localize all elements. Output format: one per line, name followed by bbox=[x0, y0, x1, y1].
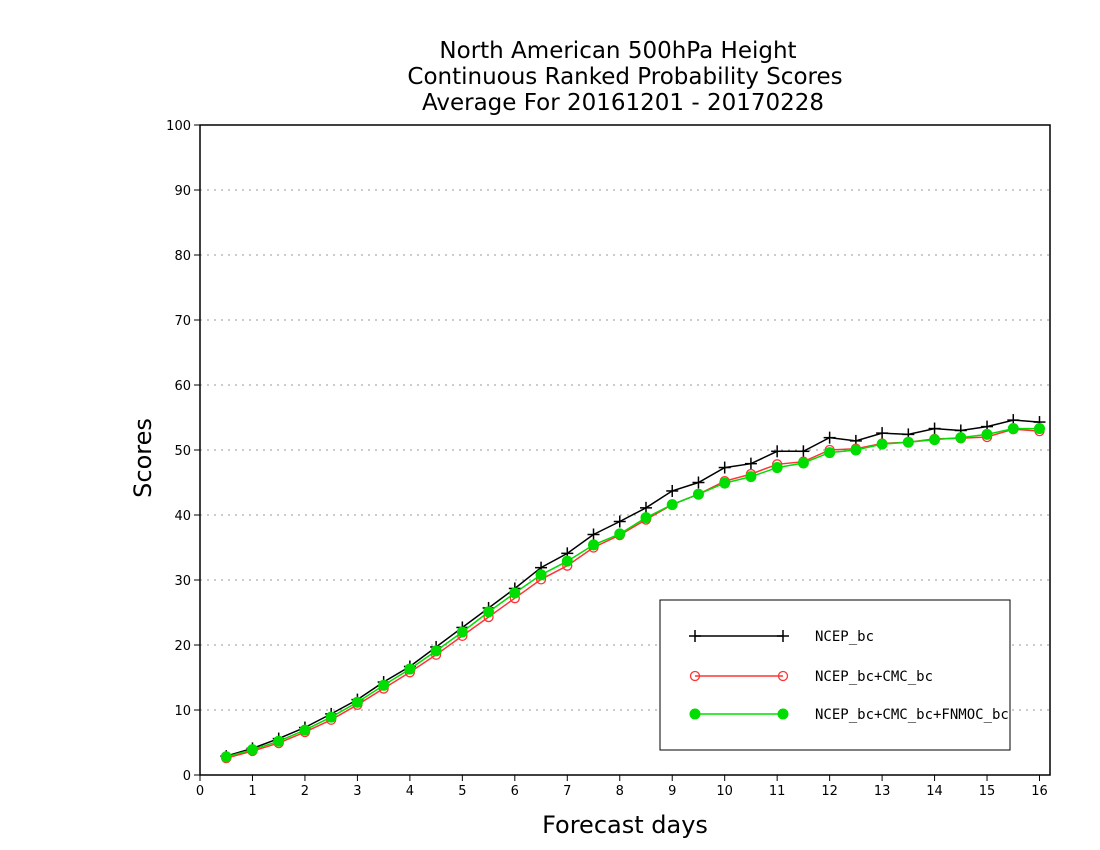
y-tick-label: 100 bbox=[166, 119, 191, 134]
data-point bbox=[430, 645, 442, 657]
data-point bbox=[351, 696, 363, 708]
y-tick-label: 40 bbox=[174, 509, 191, 524]
legend-box bbox=[659, 599, 1011, 751]
x-tick-label: 16 bbox=[1031, 784, 1048, 799]
data-point bbox=[483, 606, 495, 618]
data-point bbox=[1034, 423, 1046, 435]
data-point bbox=[692, 488, 704, 500]
data-point bbox=[797, 457, 809, 469]
chart-title-line-2: Continuous Ranked Probability Scores bbox=[407, 64, 842, 90]
data-point bbox=[719, 477, 731, 489]
x-tick-label: 1 bbox=[248, 784, 256, 799]
legend-marker-end bbox=[777, 670, 789, 682]
data-point bbox=[588, 539, 600, 551]
legend-marker-end bbox=[777, 708, 789, 720]
legend: NCEP_bc NCEP_bc+CMC_bc NCEP_bc+CMC_bc+FNMO… bbox=[659, 599, 1011, 751]
legend-marker-start bbox=[689, 670, 701, 682]
data-point bbox=[824, 447, 836, 459]
data-point bbox=[246, 744, 258, 756]
legend-entry-2: NCEP_bc+CMC_bc bbox=[689, 669, 933, 685]
data-point bbox=[928, 422, 941, 435]
legend-label: NCEP_bc bbox=[815, 629, 874, 645]
x-tick-label: 2 bbox=[301, 784, 309, 799]
data-point bbox=[929, 434, 941, 446]
data-point bbox=[220, 751, 232, 763]
data-point bbox=[273, 735, 285, 747]
data-point bbox=[509, 587, 521, 599]
x-tick-label: 13 bbox=[874, 784, 891, 799]
data-point bbox=[299, 724, 311, 736]
data-point bbox=[692, 476, 705, 489]
x-tick-label: 6 bbox=[511, 784, 519, 799]
data-point bbox=[823, 431, 836, 444]
x-tick-label: 0 bbox=[196, 784, 204, 799]
y-tick-label: 90 bbox=[174, 184, 191, 199]
series-3 bbox=[220, 423, 1046, 763]
legend-marker-end bbox=[777, 630, 789, 642]
data-point bbox=[587, 528, 600, 541]
data-point bbox=[797, 445, 810, 458]
data-point bbox=[614, 528, 626, 540]
x-tick-label: 8 bbox=[616, 784, 624, 799]
data-point bbox=[771, 445, 784, 458]
x-tick-label: 14 bbox=[926, 784, 943, 799]
data-point bbox=[535, 569, 547, 581]
y-tick-label: 70 bbox=[174, 314, 191, 329]
data-point bbox=[325, 711, 337, 723]
data-point bbox=[771, 462, 783, 474]
y-tick-label: 30 bbox=[174, 574, 191, 589]
y-axis-label: Scores bbox=[129, 418, 157, 498]
data-point bbox=[666, 484, 679, 497]
data-point bbox=[981, 428, 993, 440]
data-point bbox=[404, 663, 416, 675]
y-tick-label: 10 bbox=[174, 704, 191, 719]
data-point bbox=[876, 427, 889, 440]
data-point bbox=[613, 515, 626, 528]
x-tick-label: 12 bbox=[821, 784, 838, 799]
x-tick-label: 9 bbox=[668, 784, 676, 799]
x-tick-label: 4 bbox=[406, 784, 414, 799]
x-tick-label: 15 bbox=[979, 784, 996, 799]
x-tick-label: 7 bbox=[563, 784, 571, 799]
y-tick-label: 50 bbox=[174, 444, 191, 459]
y-tick-label: 0 bbox=[183, 769, 191, 784]
chart-title-line-1: North American 500hPa Height bbox=[439, 38, 796, 64]
legend-marker-start bbox=[689, 708, 701, 720]
data-point bbox=[718, 461, 731, 474]
data-point bbox=[745, 471, 757, 483]
data-point bbox=[876, 438, 888, 450]
data-point bbox=[639, 501, 652, 514]
data-point bbox=[1007, 423, 1019, 435]
x-tick-label: 11 bbox=[769, 784, 786, 799]
data-point bbox=[561, 555, 573, 567]
data-point bbox=[744, 457, 757, 470]
legend-marker-start bbox=[689, 630, 701, 642]
y-tick-label: 80 bbox=[174, 249, 191, 264]
data-point bbox=[955, 432, 967, 444]
data-point bbox=[378, 679, 390, 691]
legend-label: NCEP_bc+CMC_bc bbox=[815, 669, 933, 685]
y-tick-label: 20 bbox=[174, 639, 191, 654]
data-point bbox=[850, 444, 862, 456]
y-tick-label: 60 bbox=[174, 379, 191, 394]
data-point bbox=[456, 626, 468, 638]
legend-label: NCEP_bc+CMC_bc+FNMOC_bc bbox=[815, 707, 1009, 723]
chart-title-line-3: Average For 20161201 - 20170228 bbox=[422, 90, 824, 116]
data-point bbox=[902, 436, 914, 448]
legend-entry-3: NCEP_bc+CMC_bc+FNMOC_bc bbox=[689, 707, 1009, 723]
legend-entry-1: NCEP_bc bbox=[689, 629, 874, 645]
data-point bbox=[666, 499, 678, 511]
chart-title: North American 500hPa Height Continuous … bbox=[407, 38, 842, 116]
x-tick-label: 5 bbox=[458, 784, 466, 799]
x-tick-label: 3 bbox=[353, 784, 361, 799]
x-axis-label: Forecast days bbox=[542, 811, 708, 839]
plot-area bbox=[220, 414, 1046, 764]
x-tick-label: 10 bbox=[716, 784, 733, 799]
data-point bbox=[640, 512, 652, 524]
